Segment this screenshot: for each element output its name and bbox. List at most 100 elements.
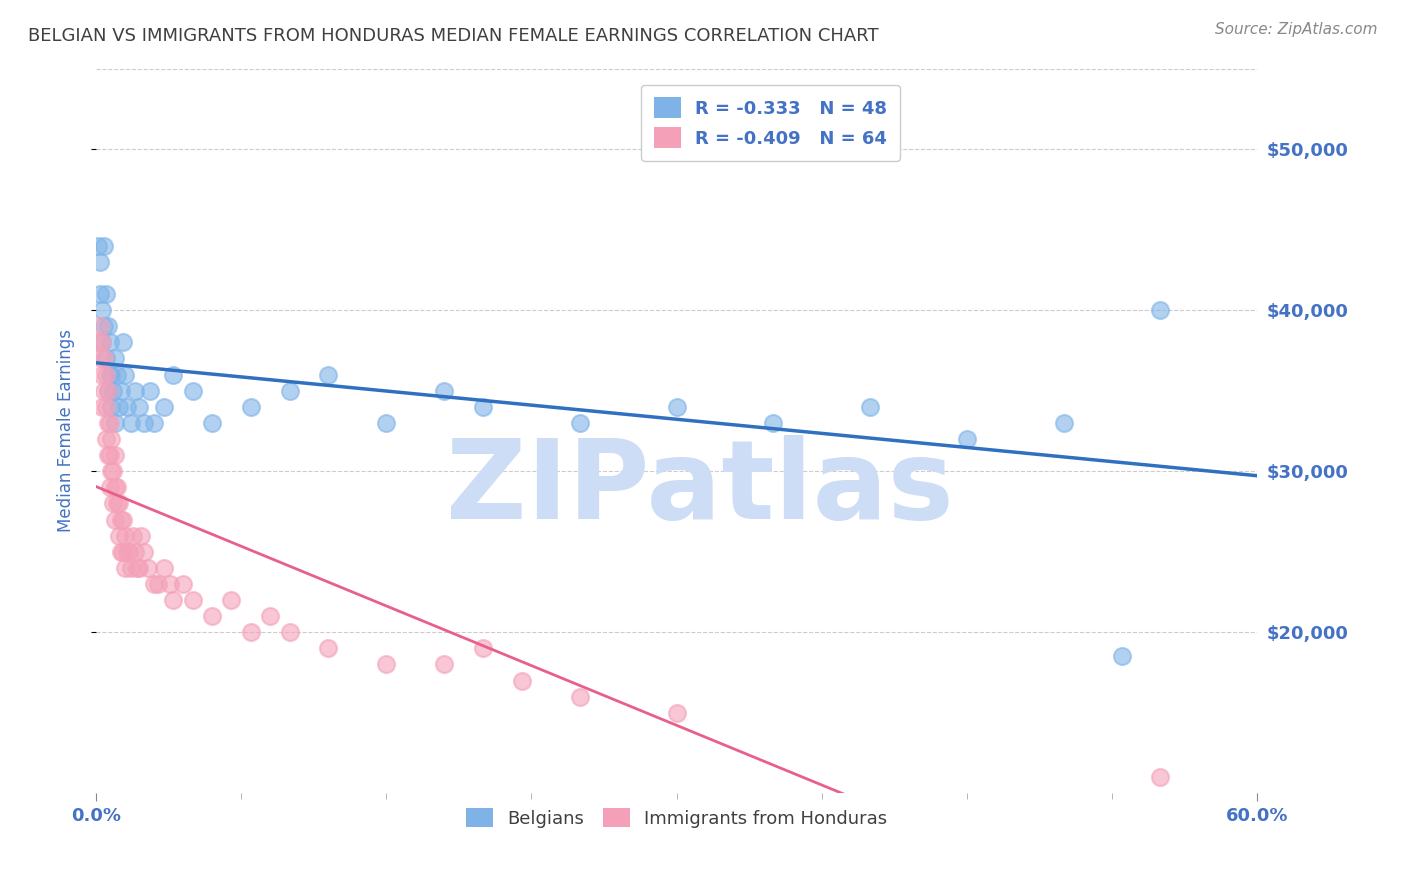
Point	[472, 400, 495, 414]
Point	[100, 432, 122, 446]
Point	[90, 400, 112, 414]
Point	[93, 351, 115, 366]
Point	[89, 287, 111, 301]
Point	[129, 528, 152, 542]
Point	[665, 706, 688, 720]
Point	[104, 448, 127, 462]
Point	[120, 561, 142, 575]
Point	[97, 384, 120, 398]
Point	[104, 480, 127, 494]
Text: Source: ZipAtlas.com: Source: ZipAtlas.com	[1215, 22, 1378, 37]
Point	[94, 432, 117, 446]
Point	[114, 368, 136, 382]
Point	[103, 464, 125, 478]
Point	[136, 561, 159, 575]
Point	[108, 400, 131, 414]
Point	[124, 384, 146, 398]
Point	[159, 577, 181, 591]
Point	[120, 416, 142, 430]
Point	[162, 368, 184, 382]
Point	[125, 561, 148, 575]
Point	[118, 545, 141, 559]
Point	[375, 657, 398, 672]
Point	[128, 400, 150, 414]
Point	[181, 593, 204, 607]
Point	[239, 400, 262, 414]
Point	[110, 545, 132, 559]
Point	[112, 545, 135, 559]
Point	[316, 368, 339, 382]
Point	[103, 496, 125, 510]
Point	[278, 625, 301, 640]
Point	[98, 448, 121, 462]
Point	[104, 416, 127, 430]
Point	[104, 512, 127, 526]
Point	[762, 416, 785, 430]
Point	[259, 609, 281, 624]
Point	[108, 528, 131, 542]
Point	[93, 238, 115, 252]
Point	[568, 690, 591, 704]
Point	[94, 400, 117, 414]
Point	[100, 368, 122, 382]
Point	[124, 545, 146, 559]
Point	[162, 593, 184, 607]
Point	[90, 368, 112, 382]
Point	[90, 335, 112, 350]
Point	[110, 384, 132, 398]
Point	[110, 512, 132, 526]
Point	[112, 512, 135, 526]
Point	[568, 416, 591, 430]
Point	[114, 528, 136, 542]
Point	[172, 577, 194, 591]
Point	[87, 335, 110, 350]
Point	[472, 641, 495, 656]
Point	[104, 351, 127, 366]
Point	[278, 384, 301, 398]
Point	[105, 496, 128, 510]
Point	[956, 432, 979, 446]
Point	[201, 609, 224, 624]
Point	[89, 351, 111, 366]
Point	[94, 351, 117, 366]
Point	[93, 319, 115, 334]
Point	[375, 416, 398, 430]
Point	[94, 287, 117, 301]
Point	[201, 416, 224, 430]
Point	[152, 400, 174, 414]
Point	[90, 335, 112, 350]
Point	[89, 255, 111, 269]
Text: ZIPatlas: ZIPatlas	[446, 435, 953, 542]
Point	[115, 545, 138, 559]
Point	[1111, 649, 1133, 664]
Point	[90, 303, 112, 318]
Point	[100, 464, 122, 478]
Point	[665, 400, 688, 414]
Point	[97, 384, 120, 398]
Point	[115, 400, 138, 414]
Text: BELGIAN VS IMMIGRANTS FROM HONDURAS MEDIAN FEMALE EARNINGS CORRELATION CHART: BELGIAN VS IMMIGRANTS FROM HONDURAS MEDI…	[28, 27, 879, 45]
Point	[433, 384, 456, 398]
Point	[134, 416, 156, 430]
Point	[221, 593, 243, 607]
Point	[93, 384, 115, 398]
Point	[100, 400, 122, 414]
Point	[89, 319, 111, 334]
Point	[94, 368, 117, 382]
Point	[105, 368, 128, 382]
Point	[87, 238, 110, 252]
Point	[98, 416, 121, 430]
Legend: Belgians, Immigrants from Honduras: Belgians, Immigrants from Honduras	[458, 801, 894, 835]
Point	[1149, 303, 1171, 318]
Point	[143, 416, 166, 430]
Point	[181, 384, 204, 398]
Point	[143, 577, 166, 591]
Point	[103, 384, 125, 398]
Point	[98, 368, 121, 382]
Point	[1149, 770, 1171, 784]
Point	[97, 448, 120, 462]
Point	[239, 625, 262, 640]
Point	[510, 673, 533, 688]
Point	[139, 384, 162, 398]
Point	[146, 577, 169, 591]
